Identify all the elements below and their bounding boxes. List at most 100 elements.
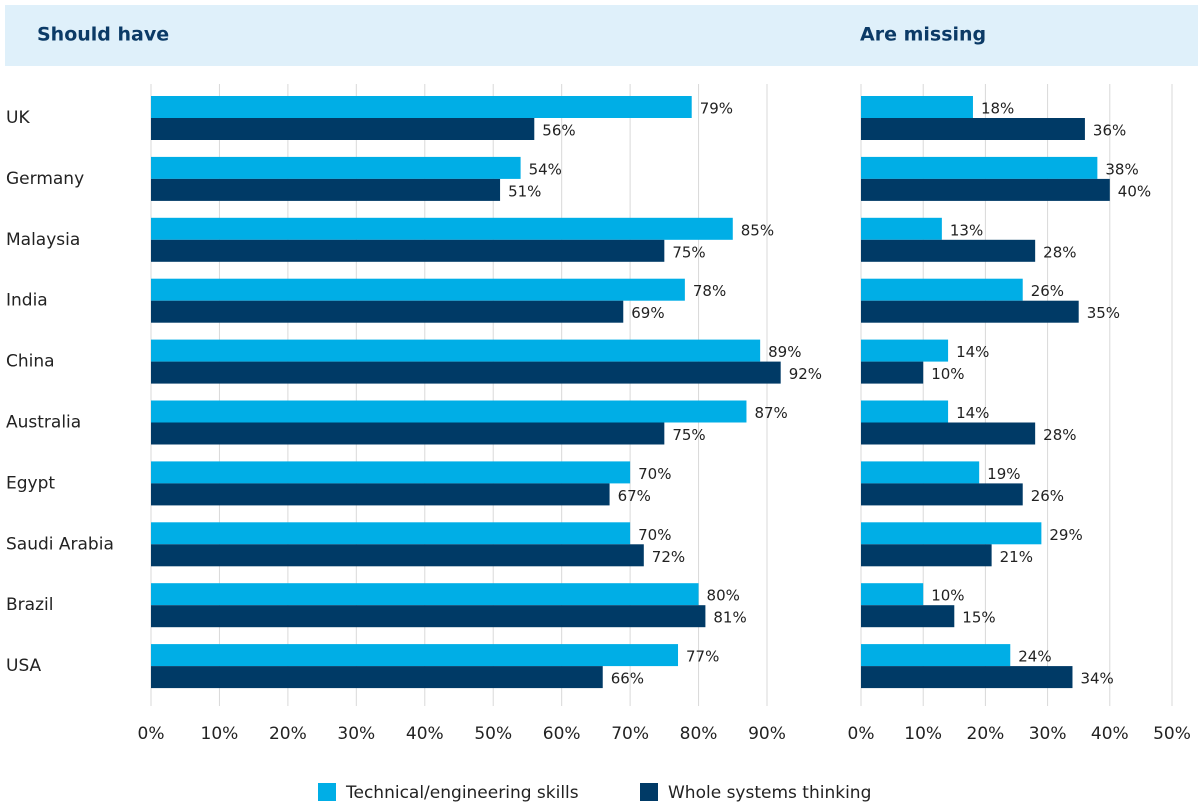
- data-label: 28%: [1043, 426, 1076, 444]
- data-label: 54%: [529, 160, 562, 178]
- bar: [151, 461, 631, 484]
- data-label: 81%: [713, 609, 746, 627]
- bar: [151, 666, 603, 689]
- data-label: 26%: [1031, 282, 1064, 300]
- data-label: 26%: [1031, 487, 1064, 505]
- data-label: 14%: [956, 404, 989, 422]
- bar: [861, 300, 1079, 323]
- x-tick-label: 10%: [904, 724, 942, 744]
- bar: [151, 217, 733, 240]
- bar: [861, 544, 992, 567]
- bar: [861, 522, 1042, 545]
- data-label: 36%: [1093, 122, 1126, 140]
- bar: [861, 118, 1085, 140]
- x-tick-label: 40%: [1091, 724, 1129, 744]
- bar: [151, 178, 501, 201]
- bar: [151, 156, 521, 179]
- data-label: 78%: [693, 282, 726, 300]
- y-tick-label: Egypt: [6, 473, 55, 493]
- legend-label: Technical/engineering skills: [345, 783, 579, 803]
- data-label: 10%: [931, 587, 964, 605]
- data-label: 70%: [638, 526, 671, 544]
- bar: [861, 278, 1023, 301]
- data-label: 10%: [931, 365, 964, 383]
- data-label: 51%: [508, 182, 541, 200]
- y-tick-label: USA: [6, 656, 42, 676]
- y-tick-label: Saudi Arabia: [6, 534, 114, 554]
- data-label: 40%: [1118, 182, 1151, 200]
- x-tick-label: 30%: [337, 724, 375, 744]
- bar: [861, 361, 924, 384]
- chart-title: Are missing: [860, 24, 986, 46]
- data-label: 87%: [754, 404, 787, 422]
- bar: [151, 583, 699, 606]
- bar: [151, 605, 706, 628]
- x-tick-label: 0%: [138, 724, 165, 744]
- bar: [151, 483, 610, 506]
- chart-title: Should have: [37, 24, 169, 46]
- y-tick-label: Australia: [6, 413, 81, 433]
- bar: [151, 544, 644, 567]
- data-label: 69%: [631, 304, 664, 322]
- bar: [861, 483, 1023, 506]
- bar: [861, 583, 924, 606]
- legend-swatch: [318, 783, 336, 801]
- data-label: 24%: [1018, 648, 1051, 666]
- bar: [151, 522, 631, 545]
- bar: [151, 361, 781, 384]
- x-tick-label: 10%: [201, 724, 239, 744]
- bar: [151, 422, 665, 445]
- bar: [861, 156, 1098, 179]
- y-tick-label: India: [6, 291, 48, 311]
- x-tick-label: 80%: [680, 724, 718, 744]
- legend-swatch: [640, 783, 658, 801]
- x-tick-label: 40%: [406, 724, 444, 744]
- bar: [151, 339, 761, 362]
- data-label: 14%: [956, 343, 989, 361]
- bar: [151, 644, 679, 667]
- data-label: 34%: [1080, 670, 1113, 688]
- data-label: 29%: [1049, 526, 1082, 544]
- bar: [151, 118, 535, 140]
- data-label: 18%: [981, 100, 1014, 118]
- x-tick-label: 30%: [1029, 724, 1067, 744]
- y-tick-label: China: [6, 352, 55, 372]
- data-label: 13%: [950, 221, 983, 239]
- bar: [151, 96, 692, 118]
- bar: [861, 178, 1110, 201]
- bar: [861, 422, 1036, 445]
- y-tick-label: Brazil: [6, 595, 53, 615]
- data-label: 72%: [652, 548, 685, 566]
- data-label: 80%: [707, 587, 740, 605]
- bar: [151, 300, 624, 323]
- data-label: 35%: [1087, 304, 1120, 322]
- x-tick-label: 50%: [474, 724, 512, 744]
- data-label: 56%: [542, 122, 575, 140]
- data-label: 70%: [638, 465, 671, 483]
- x-tick-label: 0%: [848, 724, 875, 744]
- x-tick-label: 70%: [611, 724, 649, 744]
- bar: [861, 339, 949, 362]
- data-label: 92%: [789, 365, 822, 383]
- x-tick-label: 90%: [748, 724, 786, 744]
- bar: [861, 461, 980, 484]
- x-tick-label: 20%: [269, 724, 307, 744]
- bar: [861, 96, 973, 118]
- data-label: 67%: [618, 487, 651, 505]
- data-label: 85%: [741, 221, 774, 239]
- y-tick-label: UK: [6, 108, 30, 128]
- data-label: 28%: [1043, 243, 1076, 261]
- bar: [861, 644, 1011, 667]
- y-tick-label: Germany: [6, 169, 84, 189]
- data-label: 21%: [1000, 548, 1033, 566]
- data-label: 38%: [1105, 160, 1138, 178]
- data-label: 15%: [962, 609, 995, 627]
- bar: [861, 217, 942, 240]
- data-label: 75%: [672, 426, 705, 444]
- bar: [151, 239, 665, 262]
- y-tick-label: Malaysia: [6, 230, 80, 250]
- data-label: 66%: [611, 670, 644, 688]
- data-label: 75%: [672, 243, 705, 261]
- header-band: [5, 5, 1198, 66]
